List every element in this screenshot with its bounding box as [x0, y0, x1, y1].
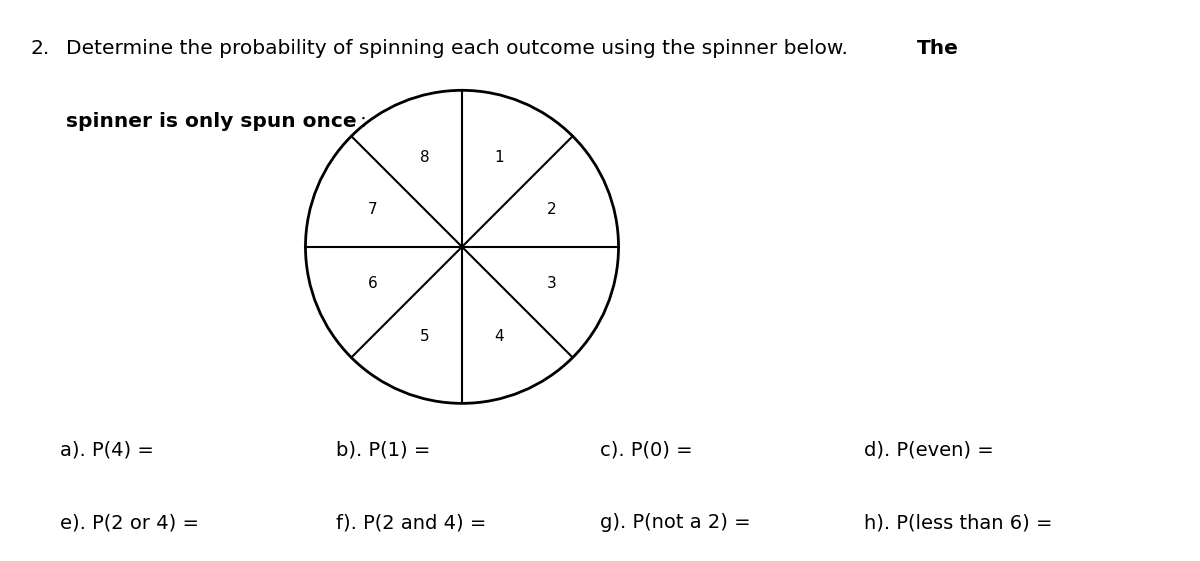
Text: 2.: 2.	[30, 39, 49, 58]
Text: 2: 2	[547, 202, 557, 217]
Text: b). P(1) =: b). P(1) =	[336, 440, 431, 459]
Text: f). P(2 and 4) =: f). P(2 and 4) =	[336, 513, 486, 532]
Text: spinner is only spun once: spinner is only spun once	[66, 112, 356, 131]
Text: g). P(not a 2) =: g). P(not a 2) =	[600, 513, 751, 532]
Text: The: The	[917, 39, 959, 58]
Text: :: :	[360, 112, 367, 131]
Text: 6: 6	[367, 277, 377, 292]
Text: d). P(even) =: d). P(even) =	[864, 440, 994, 459]
Text: 3: 3	[547, 277, 557, 292]
Text: Determine the probability of spinning each outcome using the spinner below.: Determine the probability of spinning ea…	[66, 39, 854, 58]
Text: a). P(4) =: a). P(4) =	[60, 440, 154, 459]
Text: 7: 7	[367, 202, 377, 217]
Text: 1: 1	[494, 150, 504, 165]
Text: 4: 4	[494, 329, 504, 344]
Text: h). P(less than 6) =: h). P(less than 6) =	[864, 513, 1052, 532]
Text: c). P(0) =: c). P(0) =	[600, 440, 692, 459]
Text: 8: 8	[420, 150, 430, 165]
Text: 5: 5	[420, 329, 430, 344]
Text: e). P(2 or 4) =: e). P(2 or 4) =	[60, 513, 199, 532]
